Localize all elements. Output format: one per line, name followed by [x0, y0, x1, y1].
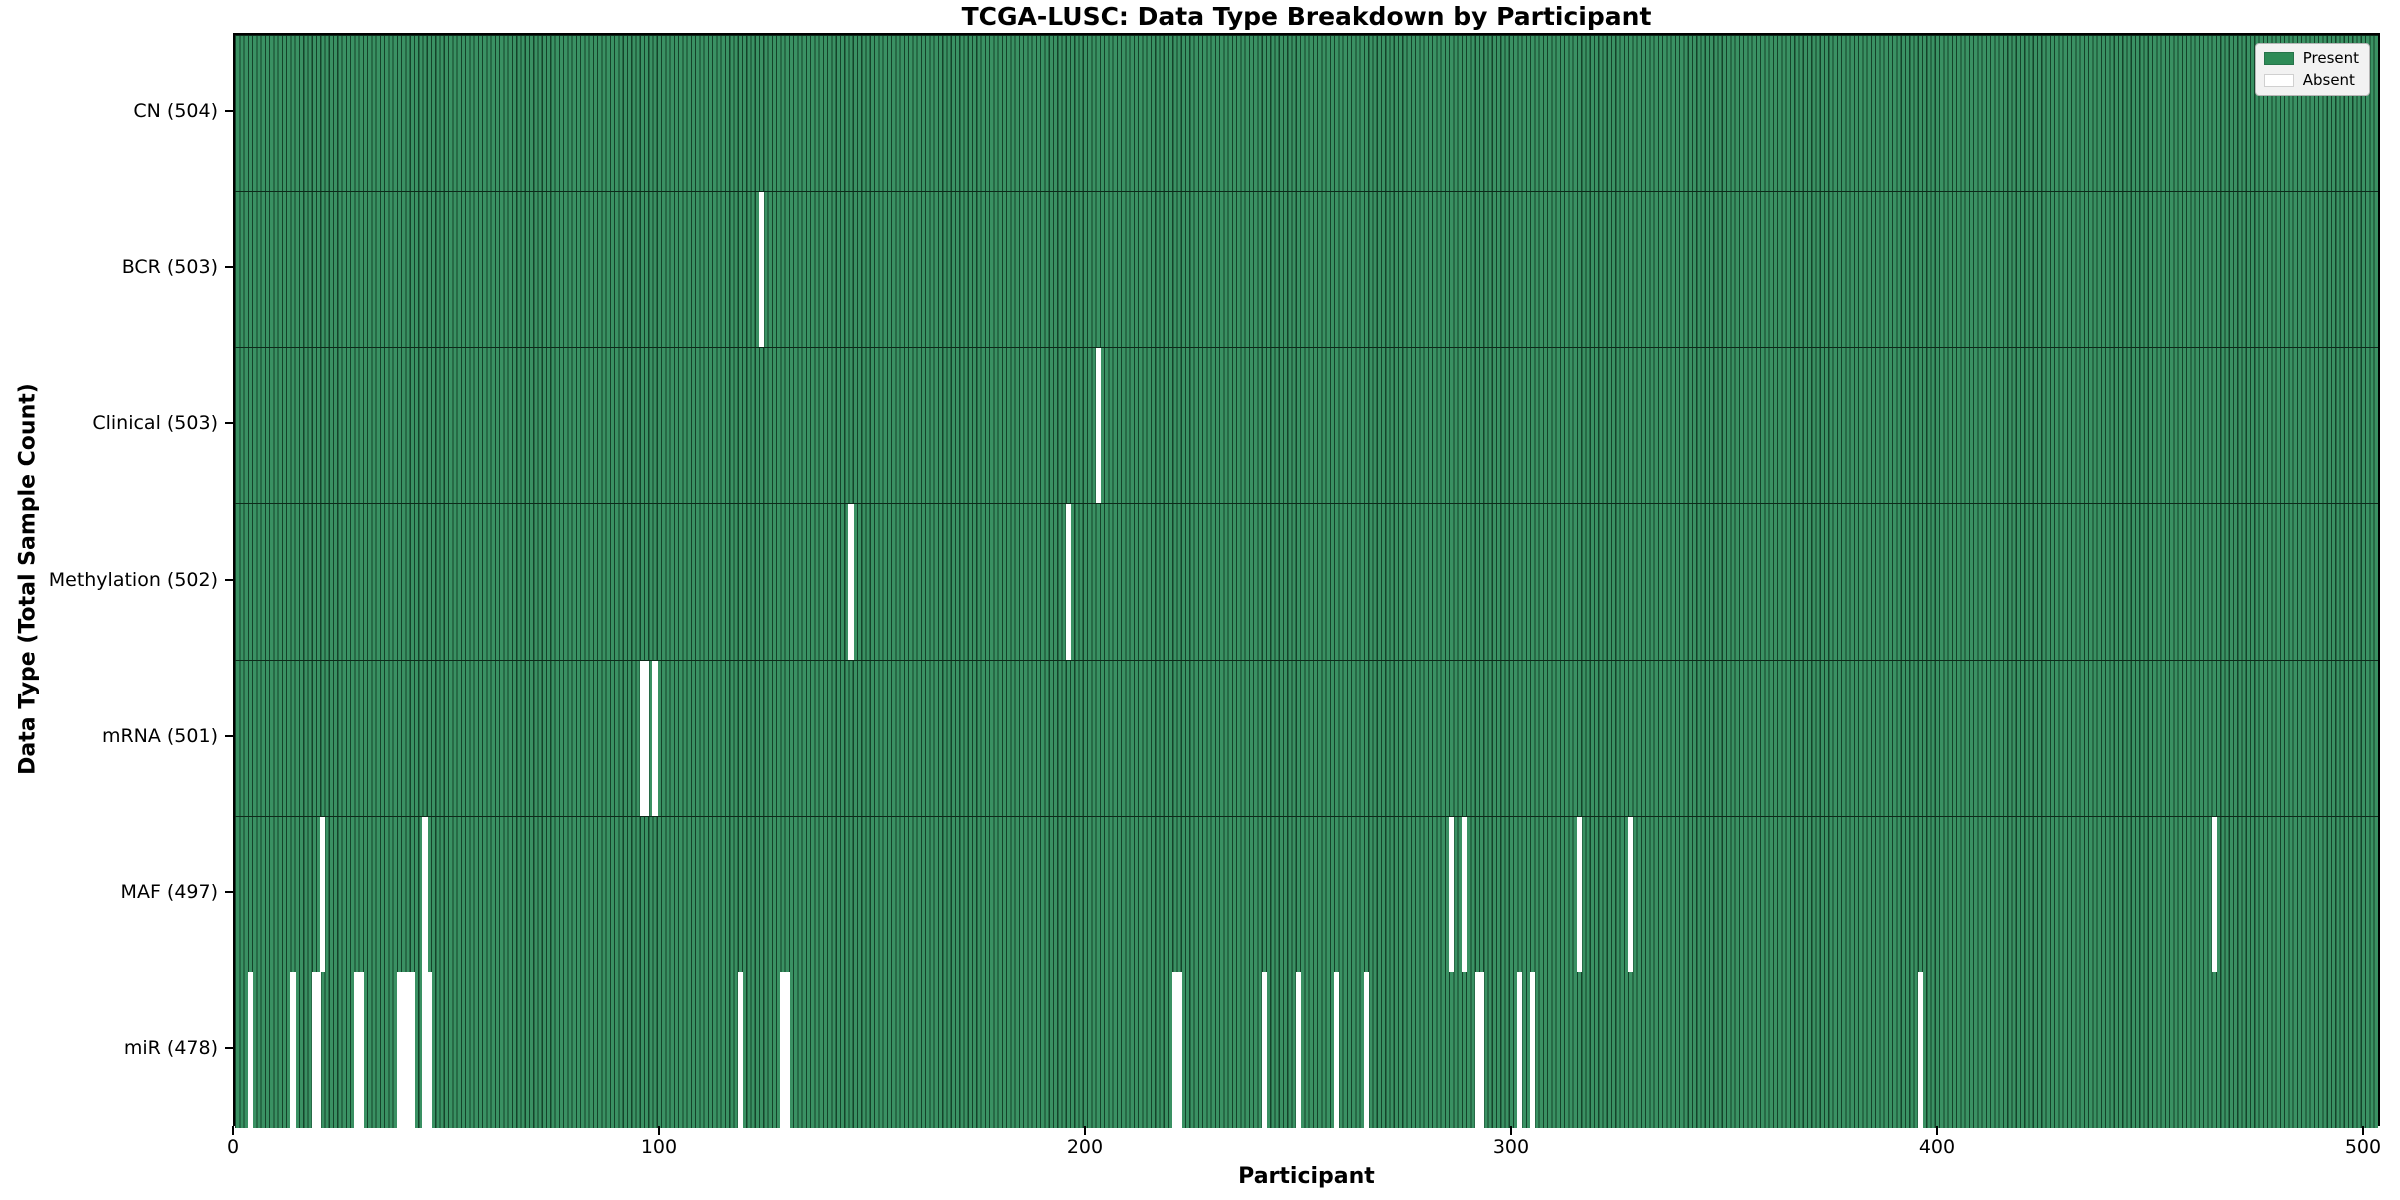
y-tick	[225, 266, 233, 269]
row-mrna	[235, 659, 2378, 816]
y-tick	[225, 734, 233, 737]
absent-mark	[354, 971, 360, 1128]
y-tick	[225, 1046, 233, 1049]
absent-mark	[1530, 971, 1536, 1128]
row-bcr	[235, 191, 2378, 348]
absent-mark	[320, 816, 326, 972]
absent-mark	[848, 504, 854, 660]
absent-mark	[422, 816, 428, 972]
legend-label-absent: Absent	[2302, 71, 2355, 89]
absent-mark	[1363, 971, 1370, 1128]
absent-mark	[780, 971, 786, 1128]
absent-mark	[1261, 971, 1267, 1128]
absent-mark	[1176, 971, 1182, 1128]
absent-mark	[639, 660, 645, 816]
y-tick	[225, 110, 233, 113]
absent-mark	[737, 971, 743, 1128]
absent-mark	[1449, 816, 1455, 972]
x-tick-label: 400	[1918, 1136, 1956, 1158]
legend-item-present: Present	[2263, 49, 2359, 67]
plot-area: Present Absent	[233, 33, 2380, 1128]
absent-mark	[315, 971, 322, 1128]
absent-mark	[290, 971, 296, 1128]
x-tick-label: 0	[226, 1136, 240, 1158]
legend-label-present: Present	[2302, 49, 2359, 67]
absent-mark	[401, 971, 407, 1128]
x-tick-label: 300	[1492, 1136, 1530, 1158]
absent-mark	[409, 971, 415, 1128]
row-label-mir: miR (478)	[123, 1036, 218, 1059]
x-tick-label: 200	[1066, 1136, 1104, 1158]
row-clinical	[235, 347, 2378, 504]
absent-mark	[426, 971, 432, 1128]
absent-mark	[2211, 816, 2217, 972]
absent-mark	[1172, 971, 1178, 1128]
absent-mark	[1095, 348, 1101, 504]
absent-mark	[758, 192, 765, 348]
absent-mark	[1295, 971, 1301, 1128]
absent-mark	[1576, 816, 1583, 972]
x-tick	[1935, 1126, 1938, 1135]
row-label-clinical: Clinical (503)	[92, 412, 218, 435]
x-tick	[232, 1126, 234, 1135]
y-tick	[225, 890, 233, 893]
row-label-mrna: mRNA (501)	[101, 724, 218, 747]
x-tick	[657, 1126, 660, 1135]
legend-item-absent: Absent	[2263, 71, 2359, 89]
row-label-methylation: Methylation (502)	[48, 568, 218, 591]
row-label-cn: CN (504)	[133, 100, 218, 123]
absent-mark	[643, 660, 650, 816]
y-tick	[225, 422, 233, 425]
absent-mark	[1065, 504, 1071, 660]
x-tick	[1509, 1126, 1512, 1135]
present-swatch-icon	[2263, 52, 2294, 65]
absent-mark	[652, 660, 658, 816]
x-axis-title: Participant	[1238, 1164, 1375, 1189]
chart-title: TCGA-LUSC: Data Type Breakdown by Partic…	[961, 2, 1652, 31]
absent-mark	[405, 971, 411, 1128]
x-tick-label: 500	[2344, 1136, 2382, 1158]
absent-mark	[1917, 971, 1923, 1128]
row-methylation	[235, 503, 2378, 660]
row-label-bcr: BCR (503)	[121, 256, 218, 279]
row-maf	[235, 815, 2378, 972]
absent-swatch-icon	[2263, 74, 2294, 87]
y-tick	[225, 578, 233, 581]
row-label-maf: MAF (497)	[120, 880, 218, 903]
x-tick	[2361, 1126, 2364, 1135]
x-tick-label: 100	[640, 1136, 678, 1158]
absent-mark	[1334, 971, 1340, 1128]
absent-mark	[1627, 816, 1634, 972]
absent-mark	[1474, 971, 1480, 1128]
row-mir	[235, 971, 2378, 1128]
absent-mark	[1478, 971, 1485, 1128]
absent-mark	[1517, 971, 1523, 1128]
absent-mark	[422, 971, 428, 1128]
row-cn	[235, 35, 2378, 192]
x-tick	[1083, 1126, 1086, 1135]
absent-mark	[1461, 816, 1468, 972]
absent-mark	[396, 971, 403, 1128]
absent-mark	[784, 971, 790, 1128]
absent-mark	[311, 971, 317, 1128]
absent-mark	[247, 971, 254, 1128]
absent-mark	[358, 971, 364, 1128]
legend: Present Absent	[2254, 43, 2370, 96]
